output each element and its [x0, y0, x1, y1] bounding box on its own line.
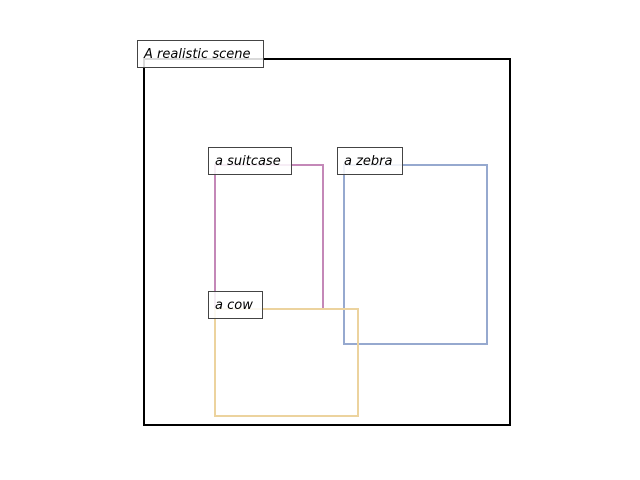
- scene-frame: [143, 58, 511, 426]
- suitcase-label-box: [208, 147, 292, 175]
- scene-caption-box: [137, 40, 264, 68]
- zebra-label-text: a zebra: [344, 154, 393, 169]
- scene-caption-text: A realistic scene: [143, 47, 250, 62]
- zebra-label-box: [337, 147, 403, 175]
- zebra-label: a zebra: [337, 147, 403, 175]
- box-cow: [214, 308, 359, 417]
- cow-label: a cow: [208, 291, 263, 319]
- cow-label-text: a cow: [215, 298, 253, 313]
- suitcase-label: a suitcase: [208, 147, 292, 175]
- scene-caption-label: A realistic scene: [137, 40, 264, 68]
- cow-label-box: [208, 291, 263, 319]
- suitcase-label-text: a suitcase: [215, 154, 281, 169]
- box-suitcase: [214, 164, 324, 310]
- box-zebra: [343, 164, 488, 345]
